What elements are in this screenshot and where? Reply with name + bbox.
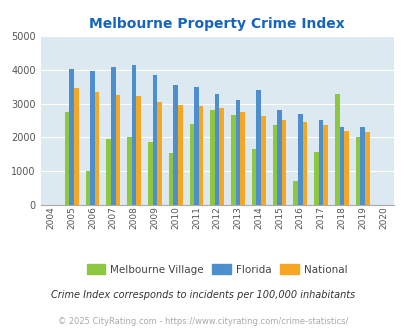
- Bar: [230, 115, 235, 205]
- Bar: [214, 94, 219, 205]
- Bar: [189, 124, 194, 205]
- Bar: [115, 95, 120, 205]
- Bar: [69, 69, 74, 205]
- Bar: [339, 127, 343, 205]
- Bar: [74, 88, 79, 205]
- Bar: [334, 94, 339, 205]
- Bar: [198, 106, 203, 205]
- Bar: [106, 139, 111, 205]
- Bar: [111, 67, 115, 205]
- Bar: [256, 90, 260, 205]
- Bar: [235, 100, 240, 205]
- Bar: [251, 149, 256, 205]
- Bar: [210, 110, 214, 205]
- Bar: [90, 71, 95, 205]
- Text: © 2025 CityRating.com - https://www.cityrating.com/crime-statistics/: © 2025 CityRating.com - https://www.city…: [58, 317, 347, 326]
- Bar: [148, 142, 152, 205]
- Bar: [360, 127, 364, 205]
- Bar: [240, 113, 244, 205]
- Bar: [293, 181, 297, 205]
- Bar: [157, 102, 161, 205]
- Bar: [136, 96, 141, 205]
- Bar: [65, 112, 69, 205]
- Bar: [177, 105, 182, 205]
- Bar: [194, 87, 198, 205]
- Bar: [219, 108, 224, 205]
- Bar: [323, 125, 327, 205]
- Bar: [364, 132, 369, 205]
- Bar: [277, 110, 281, 205]
- Bar: [127, 137, 132, 205]
- Title: Melbourne Property Crime Index: Melbourne Property Crime Index: [89, 17, 344, 31]
- Bar: [95, 92, 99, 205]
- Bar: [168, 153, 173, 205]
- Bar: [297, 115, 302, 205]
- Bar: [355, 137, 360, 205]
- Bar: [272, 125, 277, 205]
- Bar: [313, 152, 318, 205]
- Text: Crime Index corresponds to incidents per 100,000 inhabitants: Crime Index corresponds to incidents per…: [51, 290, 354, 300]
- Bar: [260, 116, 265, 205]
- Bar: [173, 85, 177, 205]
- Bar: [302, 122, 307, 205]
- Bar: [318, 120, 323, 205]
- Bar: [343, 131, 348, 205]
- Bar: [85, 171, 90, 205]
- Legend: Melbourne Village, Florida, National: Melbourne Village, Florida, National: [82, 260, 351, 279]
- Bar: [281, 120, 286, 205]
- Bar: [152, 75, 157, 205]
- Bar: [132, 65, 136, 205]
